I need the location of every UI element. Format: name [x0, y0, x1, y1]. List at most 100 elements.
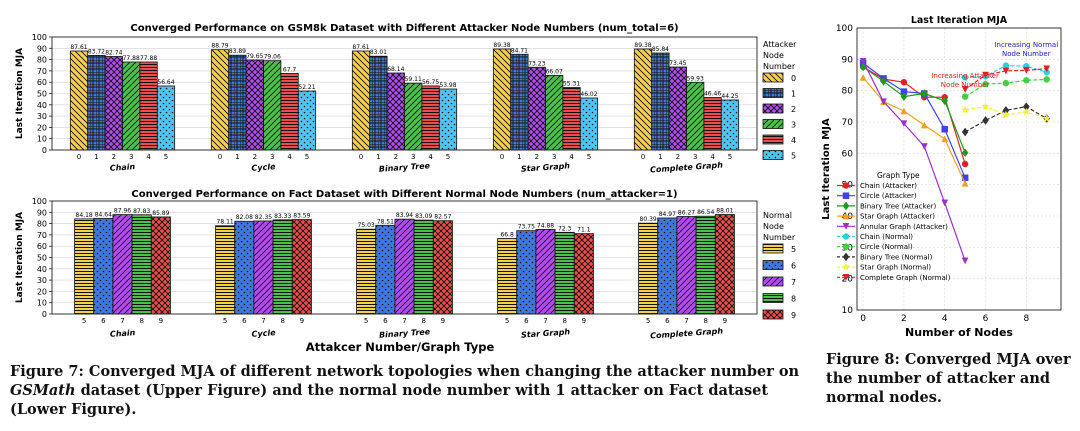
- bar-value-label: 83.89: [229, 48, 246, 55]
- x-tick-label: 0: [860, 314, 866, 324]
- bar: [421, 85, 440, 151]
- bar: [651, 52, 670, 151]
- data-point: [842, 201, 850, 211]
- series-line: [964, 105, 1048, 133]
- bar: [215, 225, 236, 315]
- legend-label: Star Graph (Normal): [860, 264, 931, 272]
- bar-value-label: 85.84: [652, 46, 669, 53]
- x-tick-label: 6: [665, 317, 670, 325]
- bar-value-label: 87.61: [352, 44, 369, 51]
- bar: [562, 87, 581, 151]
- fact-bar-chart: Converged Performance on Fact Dataset wi…: [15, 189, 796, 341]
- bar-value-label: 84.71: [511, 47, 528, 54]
- data-point: [842, 233, 850, 240]
- bar: [351, 50, 371, 151]
- category-label: Binary Tree: [379, 161, 431, 174]
- series-line: [862, 66, 966, 153]
- bar-value-label: 87.96: [114, 208, 131, 215]
- figure-7-caption-text: Converged MJA of different network topol…: [88, 363, 800, 380]
- x-tick-label: 5: [223, 317, 227, 325]
- data-point: [1023, 77, 1030, 84]
- data-point: [941, 135, 949, 143]
- legend-title: Number: [763, 62, 796, 71]
- bar-value-label: 66.8: [500, 232, 514, 239]
- x-tick-label: 7: [543, 317, 547, 325]
- legend-label: Annular Graph (Attacker): [860, 223, 948, 231]
- bar: [150, 216, 171, 315]
- x-tick-label: 5: [505, 317, 509, 325]
- x-tick-label: 4: [428, 153, 433, 161]
- plot-frame: [51, 36, 758, 151]
- legend-title: Graph Type: [877, 171, 920, 180]
- bar-value-label: 66.07: [546, 68, 563, 75]
- x-tick-label: 9: [723, 317, 727, 325]
- legend-swatch: [762, 260, 784, 270]
- x-tick-label: 3: [411, 153, 415, 161]
- bar: [573, 233, 594, 315]
- bar: [545, 74, 564, 151]
- legend-label: 7: [791, 278, 796, 287]
- bar-value-label: 82.08: [236, 214, 253, 221]
- x-tick-label: 6: [383, 317, 388, 325]
- category-label: Complete Graph: [650, 326, 724, 340]
- bar: [234, 220, 255, 315]
- data-point: [1022, 67, 1030, 74]
- data-point: [880, 76, 887, 86]
- category-label: Complete Graph: [650, 160, 724, 174]
- data-point: [961, 148, 969, 158]
- x-tick-label: 9: [159, 317, 163, 325]
- x-tick-label: 0: [77, 153, 81, 161]
- category-label: Star Graph: [521, 161, 571, 173]
- bar: [74, 218, 95, 315]
- bar-value-label: 46.02: [580, 91, 597, 98]
- legend-swatch: [762, 276, 784, 287]
- data-point: [842, 274, 850, 281]
- legend-swatch: [762, 150, 784, 160]
- legend-title: Number: [763, 233, 796, 242]
- bar-value-label: 53.98: [439, 82, 456, 89]
- bar-value-label: 56.75: [422, 79, 439, 86]
- bar-value-label: 77.88: [140, 55, 157, 62]
- bar-value-label: 73.75: [518, 224, 535, 231]
- gsm8k-bar-chart: Converged Performance on GSM8k Dataset w…: [15, 23, 797, 175]
- bar-value-label: 73.23: [528, 60, 545, 67]
- bar: [638, 222, 659, 315]
- x-tick-label: 8: [1023, 314, 1029, 324]
- figure-7-caption: Figure 7: Converged MJA of different net…: [10, 362, 815, 419]
- figure-7-caption-rest: dataset (Upper Figure) and the normal no…: [10, 382, 769, 418]
- data-point: [920, 121, 928, 129]
- bar: [510, 53, 529, 151]
- bar: [413, 219, 434, 315]
- data-point: [961, 257, 969, 265]
- data-point: [961, 74, 969, 81]
- data-point: [1022, 107, 1031, 116]
- bar-value-label: 83.09: [415, 213, 432, 220]
- y-tick-label: 80: [37, 220, 47, 229]
- bar-value-label: 86.27: [678, 210, 695, 217]
- legend-label: 8: [791, 295, 796, 304]
- legend-label: Star Graph (Attacker): [860, 213, 935, 221]
- y-axis-label: Last Iteration MJA: [821, 118, 832, 220]
- y-tick-label: 100: [32, 33, 47, 42]
- x-tick-label: 0: [218, 153, 222, 161]
- x-tick-label: 8: [703, 317, 707, 325]
- bar: [210, 49, 230, 151]
- bar-value-label: 78.11: [217, 219, 234, 226]
- bar-value-label: 80.39: [640, 216, 657, 223]
- bar: [104, 56, 123, 151]
- data-point: [961, 179, 969, 187]
- bar-value-label: 46.46: [704, 91, 721, 98]
- data-point: [982, 71, 989, 79]
- x-tick-label: 5: [364, 317, 368, 325]
- bar: [432, 220, 453, 315]
- data-point: [900, 92, 908, 102]
- bar: [69, 50, 89, 151]
- bar: [272, 219, 293, 315]
- x-tick-label: 3: [129, 153, 133, 161]
- y-tick-label: 0: [42, 310, 47, 319]
- x-tick-label: 7: [261, 317, 265, 325]
- legend-label: 4: [791, 136, 796, 145]
- last-iteration-mja-line-chart: Last Iteration MJA1020304050607080901000…: [821, 15, 1062, 339]
- chart-title: Last Iteration MJA: [911, 15, 1008, 26]
- y-tick-label: 50: [37, 90, 47, 99]
